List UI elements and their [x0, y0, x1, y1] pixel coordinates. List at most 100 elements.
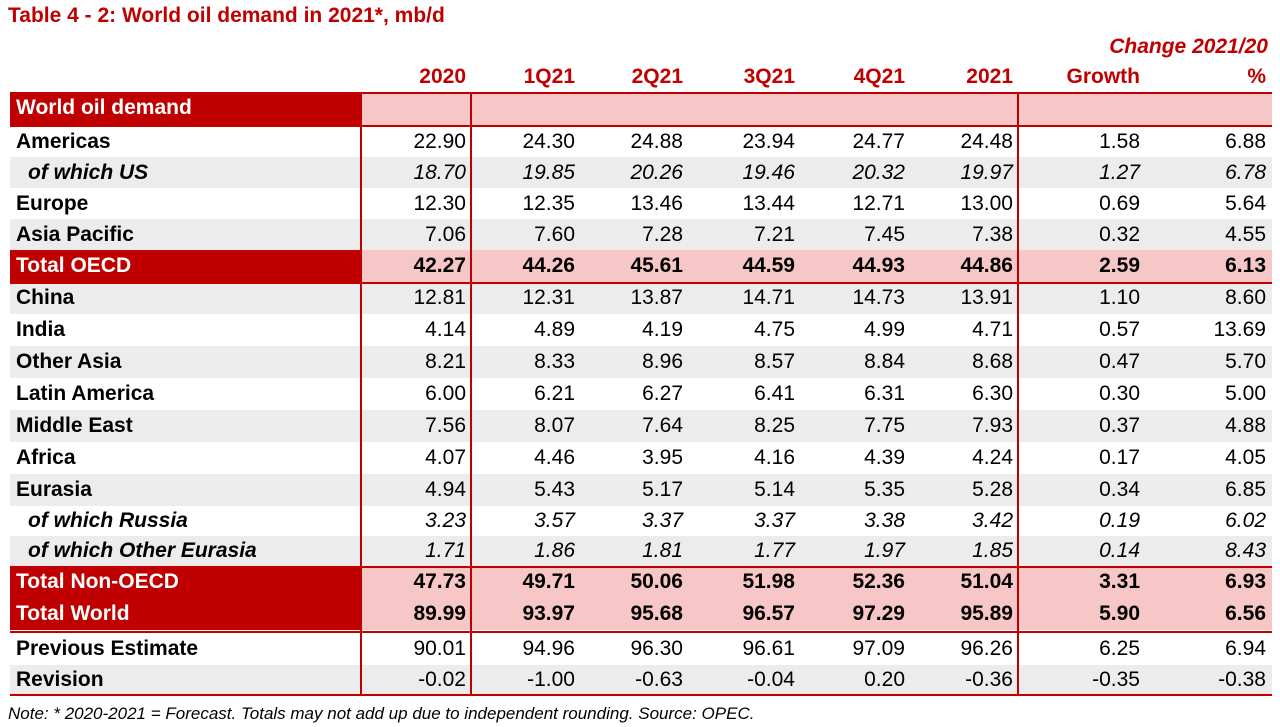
cell-value: 0.37: [1099, 414, 1140, 437]
cell-value: 4.88: [1225, 414, 1266, 437]
cell-value: 7.28: [642, 223, 683, 246]
cell-value: 47.73: [413, 570, 466, 593]
cell-value: 97.09: [852, 637, 905, 660]
row-label-cell: [10, 566, 360, 598]
cell-value: 1.58: [1099, 130, 1140, 153]
row-band: [10, 410, 1272, 442]
cell-value: -0.04: [747, 668, 795, 691]
cell-value: 0.34: [1099, 478, 1140, 501]
cell-value: 4.99: [864, 318, 905, 341]
cell-value: 51.98: [742, 570, 795, 593]
cell-value: -0.36: [965, 668, 1013, 691]
row-label: Latin America: [16, 382, 155, 405]
cell-value: 3.37: [642, 509, 683, 532]
column-header: %: [1247, 65, 1266, 88]
cell-value: 1.86: [534, 539, 575, 562]
cell-value: 7.64: [642, 414, 683, 437]
cell-value: 12.81: [413, 286, 466, 309]
cell-value: 97.29: [852, 602, 905, 625]
cell-value: 1.27: [1099, 161, 1140, 184]
cell-value: 7.56: [425, 414, 466, 437]
row-band: [10, 157, 1272, 188]
row-label: Africa: [16, 446, 76, 469]
column-header: 4Q21: [853, 65, 905, 88]
cell-value: 0.17: [1099, 446, 1140, 469]
cell-value: 7.60: [534, 223, 575, 246]
cell-value: 0.57: [1099, 318, 1140, 341]
cell-value: 4.24: [972, 446, 1013, 469]
table-title: Table 4 - 2: World oil demand in 2021*, …: [8, 4, 445, 27]
row-label: India: [16, 318, 66, 341]
cell-value: 1.77: [754, 539, 795, 562]
cell-value: 6.94: [1225, 637, 1266, 660]
cell-value: -0.63: [635, 668, 683, 691]
cell-value: 94.96: [522, 637, 575, 660]
cell-value: 2.59: [1099, 254, 1140, 277]
cell-value: 18.70: [413, 161, 466, 184]
cell-value: 14.71: [742, 286, 795, 309]
row-label: Total OECD: [16, 254, 132, 277]
cell-value: 44.26: [522, 254, 575, 277]
cell-value: 5.17: [642, 478, 683, 501]
cell-value: 4.71: [972, 318, 1013, 341]
cell-value: 12.31: [522, 286, 575, 309]
cell-value: 89.99: [413, 602, 466, 625]
cell-value: 49.71: [522, 570, 575, 593]
cell-value: 6.13: [1225, 254, 1266, 277]
cell-value: 45.61: [630, 254, 683, 277]
cell-value: 4.75: [754, 318, 795, 341]
cell-value: 44.86: [960, 254, 1013, 277]
cell-value: 50.06: [630, 570, 683, 593]
cell-value: -0.38: [1218, 668, 1266, 691]
cell-value: 96.30: [630, 637, 683, 660]
cell-value: 42.27: [413, 254, 466, 277]
cell-value: 8.07: [534, 414, 575, 437]
cell-value: 4.16: [754, 446, 795, 469]
cell-value: 6.31: [864, 382, 905, 405]
row-label: Total Non-OECD: [16, 570, 179, 593]
cell-value: 5.64: [1225, 192, 1266, 215]
cell-value: 20.26: [630, 161, 683, 184]
column-header: 1Q21: [523, 65, 575, 88]
cell-value: 19.46: [742, 161, 795, 184]
cell-value: 23.94: [742, 130, 795, 153]
table-rule: [10, 125, 1272, 127]
row-band: [10, 346, 1272, 378]
row-label: Other Asia: [16, 350, 122, 373]
cell-value: 4.05: [1225, 446, 1266, 469]
cell-value: 8.96: [642, 350, 683, 373]
cell-value: 20.32: [852, 161, 905, 184]
cell-value: 19.85: [522, 161, 575, 184]
cell-value: 24.30: [522, 130, 575, 153]
cell-value: -1.00: [527, 668, 575, 691]
cell-value: 51.04: [960, 570, 1013, 593]
cell-value: 4.94: [425, 478, 466, 501]
row-band: [10, 474, 1272, 506]
cell-value: 6.02: [1225, 509, 1266, 532]
cell-value: 13.46: [630, 192, 683, 215]
cell-value: 3.37: [754, 509, 795, 532]
cell-value: 6.85: [1225, 478, 1266, 501]
cell-value: 12.71: [852, 192, 905, 215]
cell-value: -0.35: [1092, 668, 1140, 691]
table-rule: [10, 694, 1272, 696]
cell-value: 6.88: [1225, 130, 1266, 153]
cell-value: 5.14: [754, 478, 795, 501]
cell-value: 24.88: [630, 130, 683, 153]
cell-value: 0.32: [1099, 223, 1140, 246]
row-label: Middle East: [16, 414, 133, 437]
cell-value: 7.21: [754, 223, 795, 246]
column-header: 3Q21: [743, 65, 795, 88]
row-label: Europe: [16, 192, 89, 215]
row-label: Total World: [16, 602, 130, 625]
cell-value: 1.97: [864, 539, 905, 562]
row-label: Asia Pacific: [16, 223, 134, 246]
cell-value: 22.90: [413, 130, 466, 153]
cell-value: 0.47: [1099, 350, 1140, 373]
cell-value: 13.00: [960, 192, 1013, 215]
row-band: [10, 282, 1272, 314]
cell-value: 12.30: [413, 192, 466, 215]
cell-value: 3.42: [972, 509, 1013, 532]
cell-value: 96.61: [742, 637, 795, 660]
row-band: [10, 219, 1272, 250]
